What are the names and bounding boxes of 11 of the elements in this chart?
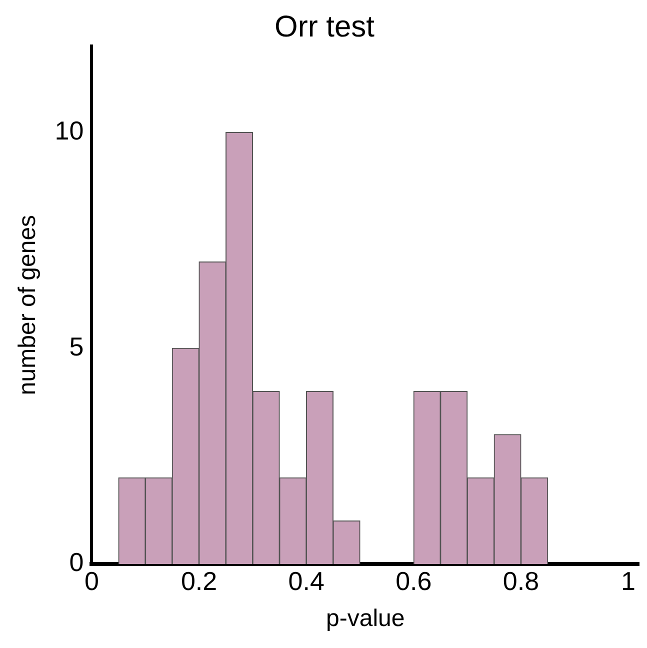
x-tick-label: 0.6 (396, 566, 432, 596)
x-tick-label: 0.8 (502, 566, 540, 596)
y-tick-label: 5 (69, 331, 84, 362)
y-tick-label: 10 (54, 116, 84, 146)
y-axis-title: number of genes (14, 214, 42, 396)
y-tick-label: 0 (69, 547, 84, 578)
x-tick-label: 0.2 (180, 566, 218, 596)
x-tick-label: 0.4 (288, 566, 324, 596)
x-tick-label: 1 (621, 566, 636, 596)
chart-title: Orr test (274, 10, 376, 44)
x-axis-title: p-value (326, 605, 405, 632)
